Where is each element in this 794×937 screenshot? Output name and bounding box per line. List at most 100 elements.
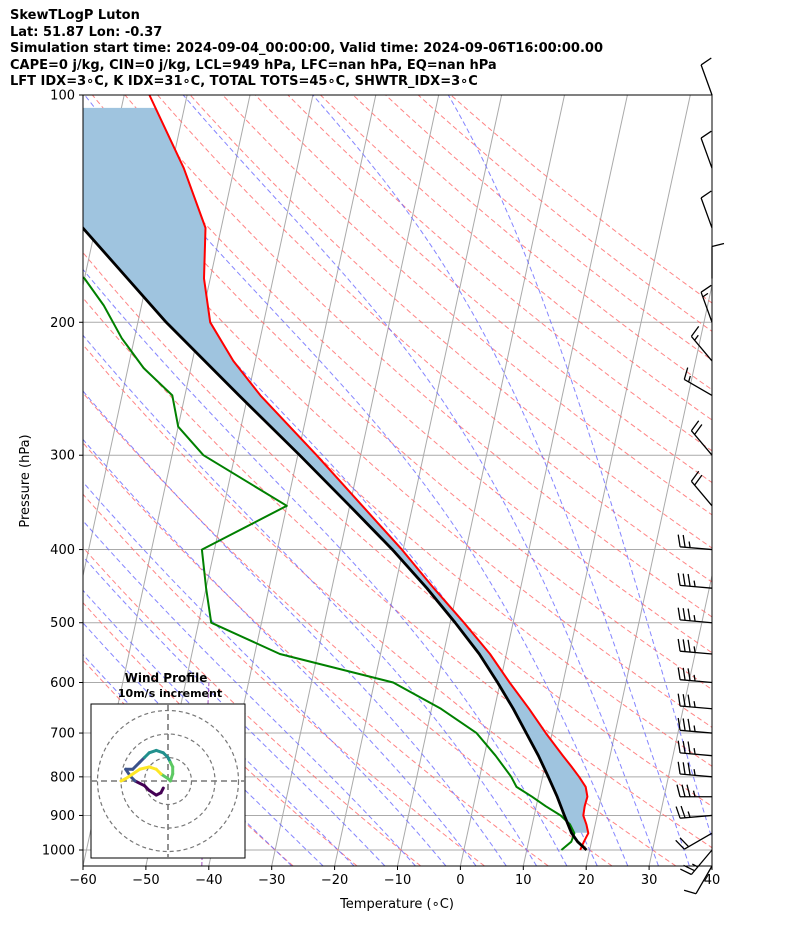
y-tick-label: 500 xyxy=(50,616,75,631)
moist-adiabat xyxy=(83,622,324,866)
dry-adiabat xyxy=(450,95,712,304)
time-line: Simulation start time: 2024-09-04_00:00:… xyxy=(10,41,603,56)
dry-adiabat xyxy=(92,95,712,654)
wind-barb xyxy=(700,284,713,323)
hodograph-segment xyxy=(138,765,151,771)
wind-barb xyxy=(675,832,713,850)
wind-barb xyxy=(690,326,713,362)
wind-barb xyxy=(680,849,713,876)
x-tick-label: 10 xyxy=(515,873,532,888)
wind-barb xyxy=(677,693,713,710)
moist-adiabat xyxy=(182,95,659,866)
moist-adiabat xyxy=(83,589,355,866)
dry-adiabat xyxy=(83,164,712,728)
wind-barb xyxy=(676,784,713,798)
dry-adiabat xyxy=(83,251,712,807)
wind-barb xyxy=(677,667,713,684)
x-tick-label: −60 xyxy=(69,873,96,888)
cape-line: CAPE=0 j/kg, CIN=0 j/kg, LCL=949 hPa, LF… xyxy=(10,57,497,73)
isotherm-line xyxy=(397,95,565,866)
inset-ring xyxy=(96,709,240,853)
inset-subtitle: 10m/s increment xyxy=(118,687,222,700)
dry-adiabat xyxy=(254,95,712,484)
inset-title: Wind Profile xyxy=(125,671,208,685)
temperature-line xyxy=(148,95,590,851)
moist-adiabat xyxy=(83,390,507,866)
wind-barb xyxy=(700,190,713,229)
wind-barb xyxy=(677,717,713,734)
y-tick-label: 400 xyxy=(50,543,75,558)
x-tick-label: −30 xyxy=(258,873,285,888)
dry-adiabat xyxy=(83,207,712,767)
moist-adiabat xyxy=(83,334,538,866)
data-layer xyxy=(83,95,590,852)
moist-adiabat xyxy=(83,268,568,866)
moist-adiabat xyxy=(447,95,712,841)
y-axis-label: Pressure (hPa) xyxy=(18,434,33,527)
hodograph-segment xyxy=(119,777,128,783)
dry-adiabat xyxy=(124,95,712,618)
moist-adiabat xyxy=(83,555,386,866)
wind-barb xyxy=(700,130,713,169)
moist-adiabat xyxy=(312,95,690,866)
isotherm-line xyxy=(271,95,440,866)
inset-plot xyxy=(91,704,245,858)
dry-adiabat xyxy=(83,392,613,866)
moist-adiabat xyxy=(83,520,416,866)
wind-barb xyxy=(690,470,713,507)
wind-barb xyxy=(677,740,713,757)
hodograph-segment xyxy=(133,779,146,788)
isotherm-line xyxy=(459,95,628,866)
stability-shading xyxy=(83,107,589,833)
inset-ring xyxy=(143,756,193,806)
y-tick-label: 800 xyxy=(50,770,75,785)
axes-layer: −60 −50 −40 −30 −20 −10 0 10 20 30 40 100 200 300 400 5… xyxy=(42,89,720,889)
x-tick-label: 20 xyxy=(578,873,595,888)
x-tick-label: 0 xyxy=(456,873,464,888)
dry-adiabat xyxy=(83,297,712,849)
dewpoint-line xyxy=(83,276,576,851)
wind-profile-inset: Wind Profile 10m/s increment xyxy=(90,671,246,859)
isotherm-line xyxy=(648,573,712,866)
y-tick-label: 300 xyxy=(50,449,75,464)
dry-adiabat xyxy=(417,95,712,332)
moist-adiabat xyxy=(84,95,629,866)
x-tick-label: −40 xyxy=(195,873,222,888)
wind-barb xyxy=(677,573,713,589)
dry-adiabat xyxy=(83,601,358,866)
dry-adiabat xyxy=(83,659,294,866)
x-tick-label: −50 xyxy=(132,873,159,888)
dry-adiabat xyxy=(222,95,712,516)
y-tick-label: 100 xyxy=(50,89,75,104)
isotherm-line xyxy=(711,863,712,866)
y-tick-label: 900 xyxy=(50,809,75,824)
x-tick-label: 40 xyxy=(704,873,721,888)
isotherm-line xyxy=(334,95,503,866)
x-tick-label: 30 xyxy=(641,873,658,888)
dry-adiabat xyxy=(83,493,485,866)
parcel-path-line xyxy=(83,225,588,852)
y-tick-label: 1000 xyxy=(42,844,75,859)
location-line: Lat: 51.87 Lon: -0.37 xyxy=(10,24,163,40)
y-tick-label: 700 xyxy=(50,727,75,742)
y-tick-label: 600 xyxy=(50,676,75,691)
wind-barb xyxy=(677,607,713,624)
dry-adiabat xyxy=(83,344,677,866)
isotherm-line xyxy=(585,282,712,866)
isotherm-line xyxy=(522,95,691,866)
index-line: LFT IDX=3∘C, K IDX=31∘C, TOTAL TOTS=45∘C… xyxy=(10,74,478,89)
dry-adiabat xyxy=(83,546,422,866)
wind-barb xyxy=(677,534,713,551)
x-tick-label: −20 xyxy=(321,873,348,888)
wind-barb xyxy=(690,420,713,456)
chart-header: SkewTLogP Luton Lat: 51.87 Lon: -0.37 Si… xyxy=(10,8,603,91)
wind-barb xyxy=(711,242,725,279)
moist-adiabat xyxy=(83,481,447,866)
wind-barb xyxy=(675,805,713,819)
dry-adiabat xyxy=(287,95,712,452)
wind-barb xyxy=(700,57,713,96)
dry-adiabat xyxy=(157,95,712,583)
x-axis-label: Temperature (∘C) xyxy=(339,897,454,912)
hodograph-segment xyxy=(131,760,142,771)
